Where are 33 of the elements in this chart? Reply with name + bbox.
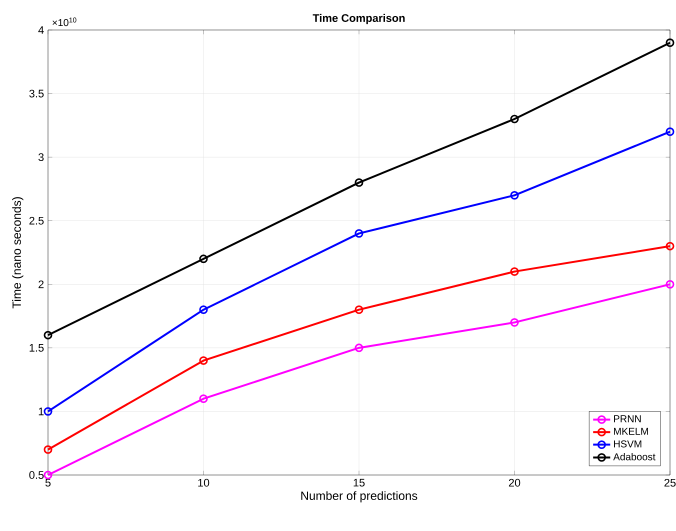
y-tick-label: 3 [38,153,44,162]
x-axis-title: Number of predictions [301,491,418,502]
point [510,114,519,124]
legend-label: PRNN [614,415,641,422]
x-tick-label: 10 [198,478,210,487]
chart-title: Time Comparison [312,14,405,24]
point [510,190,519,200]
point [510,318,519,327]
legend-label: MKELM [614,428,648,435]
point [199,254,208,264]
point [354,344,364,352]
x-tick-label: 20 [508,478,520,487]
point [354,178,364,187]
point [510,267,519,276]
x-tick-label: 25 [664,478,676,487]
legend-label: HSVM [614,440,642,448]
y-tick-label: 1 [38,408,44,416]
x-tick-label: 5 [45,478,51,487]
y-tick-label: 0.5 [29,471,44,479]
point [354,229,364,238]
y-axis-title: Time (nano seconds) [12,197,24,308]
point [199,394,208,404]
x-tick-label: 15 [354,478,365,487]
y-tick-label: 3.5 [29,90,44,98]
text: ×10$^{10}$ [52,18,76,26]
y-tick-label: 4 [38,26,44,34]
point [199,356,208,365]
point [199,305,208,314]
y-tick-label: 2.5 [29,216,44,225]
y-tick-label: 1.5 [30,344,44,352]
point [354,305,364,314]
y-tick-label: 2 [38,280,44,288]
legend-label: Adaboost [613,453,656,460]
